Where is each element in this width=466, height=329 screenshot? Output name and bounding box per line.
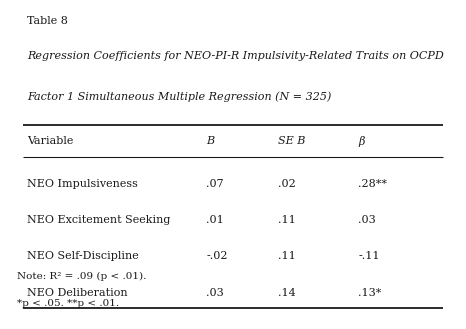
- Text: .14: .14: [278, 288, 295, 298]
- Text: NEO Deliberation: NEO Deliberation: [27, 288, 128, 298]
- Text: .11: .11: [278, 251, 295, 261]
- Text: Variable: Variable: [27, 136, 74, 146]
- Text: β: β: [358, 136, 364, 147]
- Text: SE B: SE B: [278, 136, 305, 146]
- Text: .02: .02: [278, 179, 295, 189]
- Text: -.11: -.11: [358, 251, 380, 261]
- Text: NEO Excitement Seeking: NEO Excitement Seeking: [27, 215, 171, 225]
- Text: .07: .07: [206, 179, 224, 189]
- Text: .11: .11: [278, 215, 295, 225]
- Text: Factor 1 Simultaneous Multiple Regression (N = 325): Factor 1 Simultaneous Multiple Regressio…: [27, 92, 332, 102]
- Text: *p < .05. **p < .01.: *p < .05. **p < .01.: [17, 299, 119, 308]
- Text: .03: .03: [206, 288, 224, 298]
- Text: .28**: .28**: [358, 179, 387, 189]
- Text: Regression Coefficients for NEO-PI-R Impulsivity-Related Traits on OCPD: Regression Coefficients for NEO-PI-R Imp…: [27, 51, 444, 61]
- Text: -.02: -.02: [206, 251, 228, 261]
- Text: .01: .01: [206, 215, 224, 225]
- Text: Table 8: Table 8: [27, 16, 68, 26]
- Text: NEO Self-Discipline: NEO Self-Discipline: [27, 251, 139, 261]
- Text: NEO Impulsiveness: NEO Impulsiveness: [27, 179, 138, 189]
- Text: Note: R² = .09 (p < .01).: Note: R² = .09 (p < .01).: [17, 271, 147, 281]
- Text: .13*: .13*: [358, 288, 382, 298]
- Text: B: B: [206, 136, 214, 146]
- Text: .03: .03: [358, 215, 376, 225]
